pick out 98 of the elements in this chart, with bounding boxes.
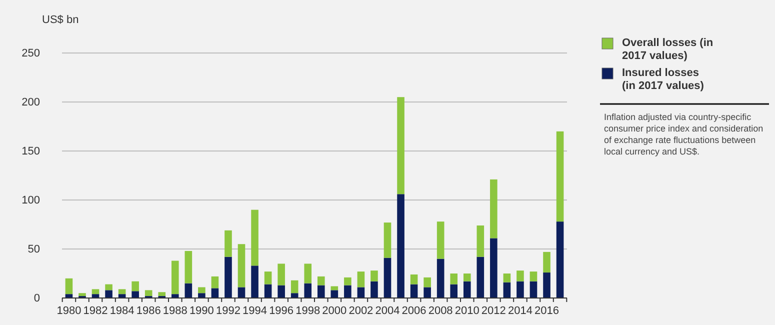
bar	[184, 250, 192, 284]
x-tick-label: 2008	[428, 305, 453, 317]
bar	[211, 288, 219, 298]
x-tick-label: 2000	[322, 305, 347, 317]
x-tick-label: 1992	[216, 305, 240, 317]
y-axis-title: US$ bn	[42, 14, 79, 26]
bar	[397, 194, 404, 298]
bar	[476, 256, 484, 298]
bar	[463, 281, 471, 298]
bar	[251, 210, 258, 266]
bar	[118, 289, 126, 294]
bar	[530, 281, 538, 298]
bar	[132, 281, 139, 292]
bar	[436, 258, 444, 298]
bar	[171, 260, 179, 294]
bar	[370, 281, 378, 298]
bar	[384, 222, 392, 258]
text: Inflation adjusted via country-specific consumer price index and consideration of exchange rate fluctuations between local currency and US$.	[604, 112, 764, 156]
bar	[490, 179, 498, 238]
bar	[530, 272, 538, 282]
bar	[171, 294, 179, 298]
bar	[317, 276, 325, 286]
bar	[105, 290, 112, 298]
bar	[304, 283, 312, 298]
x-tick-label: 1994	[242, 305, 268, 317]
bar	[410, 284, 418, 298]
y-tick-label: 100	[22, 194, 40, 207]
bar	[556, 131, 564, 222]
bar	[224, 256, 232, 298]
x-tick-label: 1990	[189, 305, 214, 317]
bar	[450, 274, 458, 284]
x-tick-label: 1984	[110, 305, 134, 317]
bar	[556, 222, 564, 298]
bar	[370, 270, 378, 282]
bar	[543, 252, 550, 273]
bar	[251, 266, 258, 298]
bar	[158, 292, 166, 296]
bar	[516, 281, 524, 298]
bar	[92, 289, 100, 294]
x-tick-label: 1982	[83, 305, 108, 317]
bar	[238, 287, 246, 298]
bar	[436, 222, 444, 259]
bar	[357, 287, 365, 298]
bar	[543, 272, 550, 298]
bar	[238, 244, 246, 288]
bar	[211, 276, 219, 288]
bar	[278, 264, 285, 286]
y-tick-label: 200	[22, 96, 40, 109]
bar	[516, 270, 524, 282]
x-tick-label: 2014	[508, 305, 532, 317]
bar	[144, 290, 152, 296]
x-tick-label: 2012	[481, 305, 506, 317]
bar	[317, 285, 325, 298]
bar	[344, 285, 352, 298]
bar	[224, 230, 232, 257]
bar	[264, 284, 272, 298]
bar	[463, 274, 471, 282]
bar	[304, 264, 312, 284]
bar	[290, 280, 298, 294]
bar	[450, 284, 458, 298]
bar	[476, 225, 484, 257]
legend-label: Overall losses (in 2017 values)	[622, 37, 714, 62]
x-tick-label: 1986	[136, 305, 161, 317]
bar	[278, 285, 285, 298]
x-tick-label: 2010	[454, 305, 480, 317]
x-tick-label: 1980	[56, 305, 82, 317]
y-tick-label: 250	[22, 48, 40, 60]
bar	[65, 278, 73, 294]
bar	[410, 274, 418, 284]
bar	[264, 272, 272, 284]
bar	[344, 277, 352, 286]
bar	[424, 277, 431, 288]
y-tick-label: 50	[28, 244, 40, 256]
y-tick-label: 150	[22, 146, 40, 158]
bar	[132, 291, 139, 298]
x-tick-label: 2002	[348, 305, 374, 317]
bar	[198, 293, 206, 298]
x-tick-label: 2004	[375, 305, 400, 317]
bar	[503, 274, 511, 282]
bar	[184, 283, 192, 298]
x-tick-label: 1998	[296, 305, 320, 317]
bar	[357, 272, 365, 288]
bar	[424, 287, 431, 298]
bar	[105, 284, 112, 290]
bar	[330, 286, 338, 290]
bar	[78, 293, 86, 296]
bar	[198, 287, 206, 294]
legend-label: Insured losses (in 2017 values)	[622, 67, 704, 92]
bar	[330, 290, 338, 298]
bar	[384, 258, 392, 298]
x-tick-label: 2016	[534, 305, 559, 317]
x-tick-label: 1988	[162, 305, 188, 317]
x-tick-label: 1996	[269, 305, 294, 317]
bar	[490, 238, 498, 298]
y-tick-label: 0	[34, 292, 40, 305]
x-tick-label: 2006	[402, 305, 426, 317]
bar	[503, 282, 511, 298]
bar	[397, 97, 404, 194]
